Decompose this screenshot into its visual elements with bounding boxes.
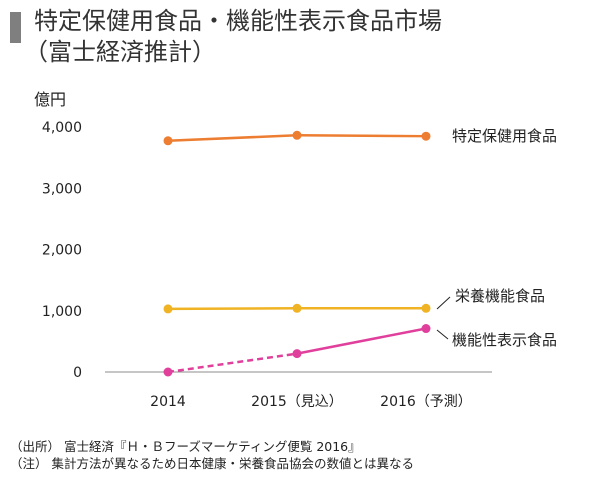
method-note: （注） 集計方法が異なるため日本健康・栄養食品協会の数値とは異なる	[10, 456, 414, 471]
data-point	[421, 303, 431, 313]
series-line-segment	[167, 307, 298, 311]
y-axis-unit-label: 億円	[34, 90, 67, 109]
x-tick-label: 2016（予測）	[380, 394, 472, 410]
page-title: 特定保健用食品・機能性表示食品市場 （富士経済推計）	[24, 6, 442, 68]
source-notes: （出所） 富士経済『Ｈ・Ｂフーズマーケティング便覧 2016』 （注） 集計方法…	[10, 438, 414, 472]
data-point	[163, 367, 173, 377]
series-label-leader	[436, 329, 449, 340]
x-tick-label: 2014	[150, 394, 186, 410]
y-tick-label: 4,000	[42, 120, 82, 136]
title-accent-bar	[10, 12, 21, 43]
y-tick-label: 2,000	[42, 243, 82, 259]
source-note: （出所） 富士経済『Ｈ・Ｂフーズマーケティング便覧 2016』	[10, 439, 361, 454]
data-point	[292, 130, 302, 140]
series-line-segment	[167, 134, 298, 143]
series-label: 機能性表示食品	[452, 331, 557, 349]
series-label: 栄養機能食品	[455, 287, 545, 305]
title-line-1: 特定保健用食品・機能性表示食品市場	[34, 7, 442, 35]
y-tick-label: 0	[73, 365, 82, 381]
data-point	[163, 136, 173, 146]
data-point	[163, 304, 173, 314]
y-tick-label: 3,000	[42, 181, 82, 197]
series-line-segment	[296, 134, 427, 138]
data-point	[421, 324, 431, 334]
y-tick-label: 1,000	[42, 304, 82, 320]
data-point	[292, 303, 302, 313]
data-point	[292, 349, 302, 359]
series-line-segment	[167, 352, 298, 374]
series-label-leader	[436, 296, 451, 310]
series-line-segment	[296, 327, 427, 355]
series-label: 特定保健用食品	[452, 127, 557, 145]
x-tick-label: 2015（見込）	[251, 394, 343, 410]
title-line-2: （富士経済推計）	[24, 38, 216, 66]
data-point	[421, 131, 431, 141]
